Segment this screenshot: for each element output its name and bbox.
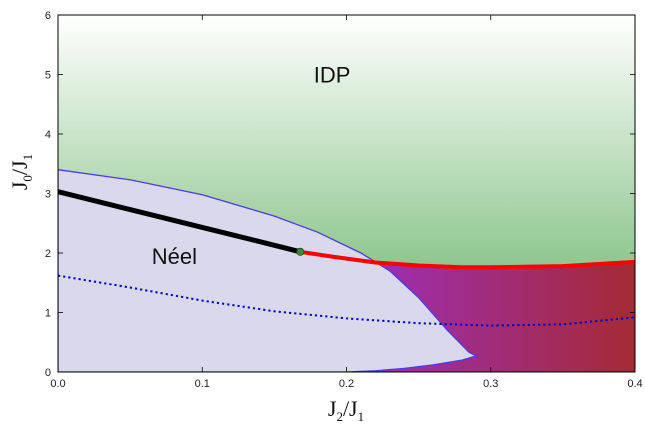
dashed-blue-series	[58, 274, 635, 327]
tricritical-point-marker	[296, 247, 305, 256]
y-tick-label: 1	[45, 308, 51, 320]
x-tick-label: 0.1	[195, 378, 210, 390]
x-axis-label-sub2: 1	[358, 409, 365, 424]
y-tick-label: 3	[45, 189, 51, 201]
y-axis-label-sub2: 1	[20, 154, 35, 161]
y-axis-label: J0/J1	[7, 154, 35, 190]
region-label-idp: IDP	[314, 63, 351, 88]
y-tick-label: 4	[45, 129, 51, 141]
y-tick-label: 5	[45, 70, 51, 82]
neel-region	[58, 169, 479, 372]
y-tick-label: 0	[45, 367, 51, 379]
y-axis-label-mid: /J	[7, 160, 32, 175]
x-tick-label: 0.0	[50, 378, 65, 390]
plot-area	[58, 15, 635, 372]
x-axis-label-sub1: 2	[336, 409, 343, 424]
y-tick-label: 6	[45, 10, 51, 22]
red-series	[298, 249, 635, 270]
x-tick-label: 0.3	[483, 378, 498, 390]
x-axis-label-main: J	[328, 396, 337, 421]
x-axis-label: J2/J1	[328, 396, 364, 424]
y-tick-label: 2	[45, 248, 51, 260]
x-tick-label: 0.2	[339, 378, 354, 390]
black-series	[58, 189, 303, 255]
axis-ticks: 0.0 0.1 0.2 0.3 0.4 0 1 2 3 4 5 6	[45, 10, 643, 390]
region-label-neel: Néel	[152, 244, 197, 269]
y-axis-label-main: J	[7, 181, 32, 190]
x-axis-label-mid: /J	[343, 396, 358, 421]
x-tick-label: 0.4	[627, 378, 642, 390]
y-axis-label-sub1: 0	[20, 175, 35, 182]
